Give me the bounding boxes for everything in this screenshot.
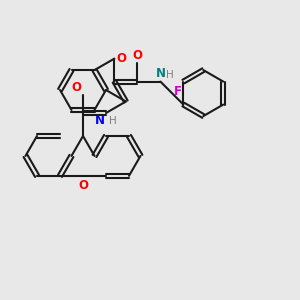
Text: O: O [71, 81, 81, 94]
Text: N: N [155, 67, 165, 80]
Text: O: O [132, 49, 142, 62]
Text: N: N [95, 114, 105, 127]
Text: O: O [78, 179, 88, 192]
Text: H: H [167, 70, 174, 80]
Text: F: F [173, 85, 181, 98]
Text: H: H [109, 116, 117, 126]
Text: O: O [116, 52, 126, 65]
